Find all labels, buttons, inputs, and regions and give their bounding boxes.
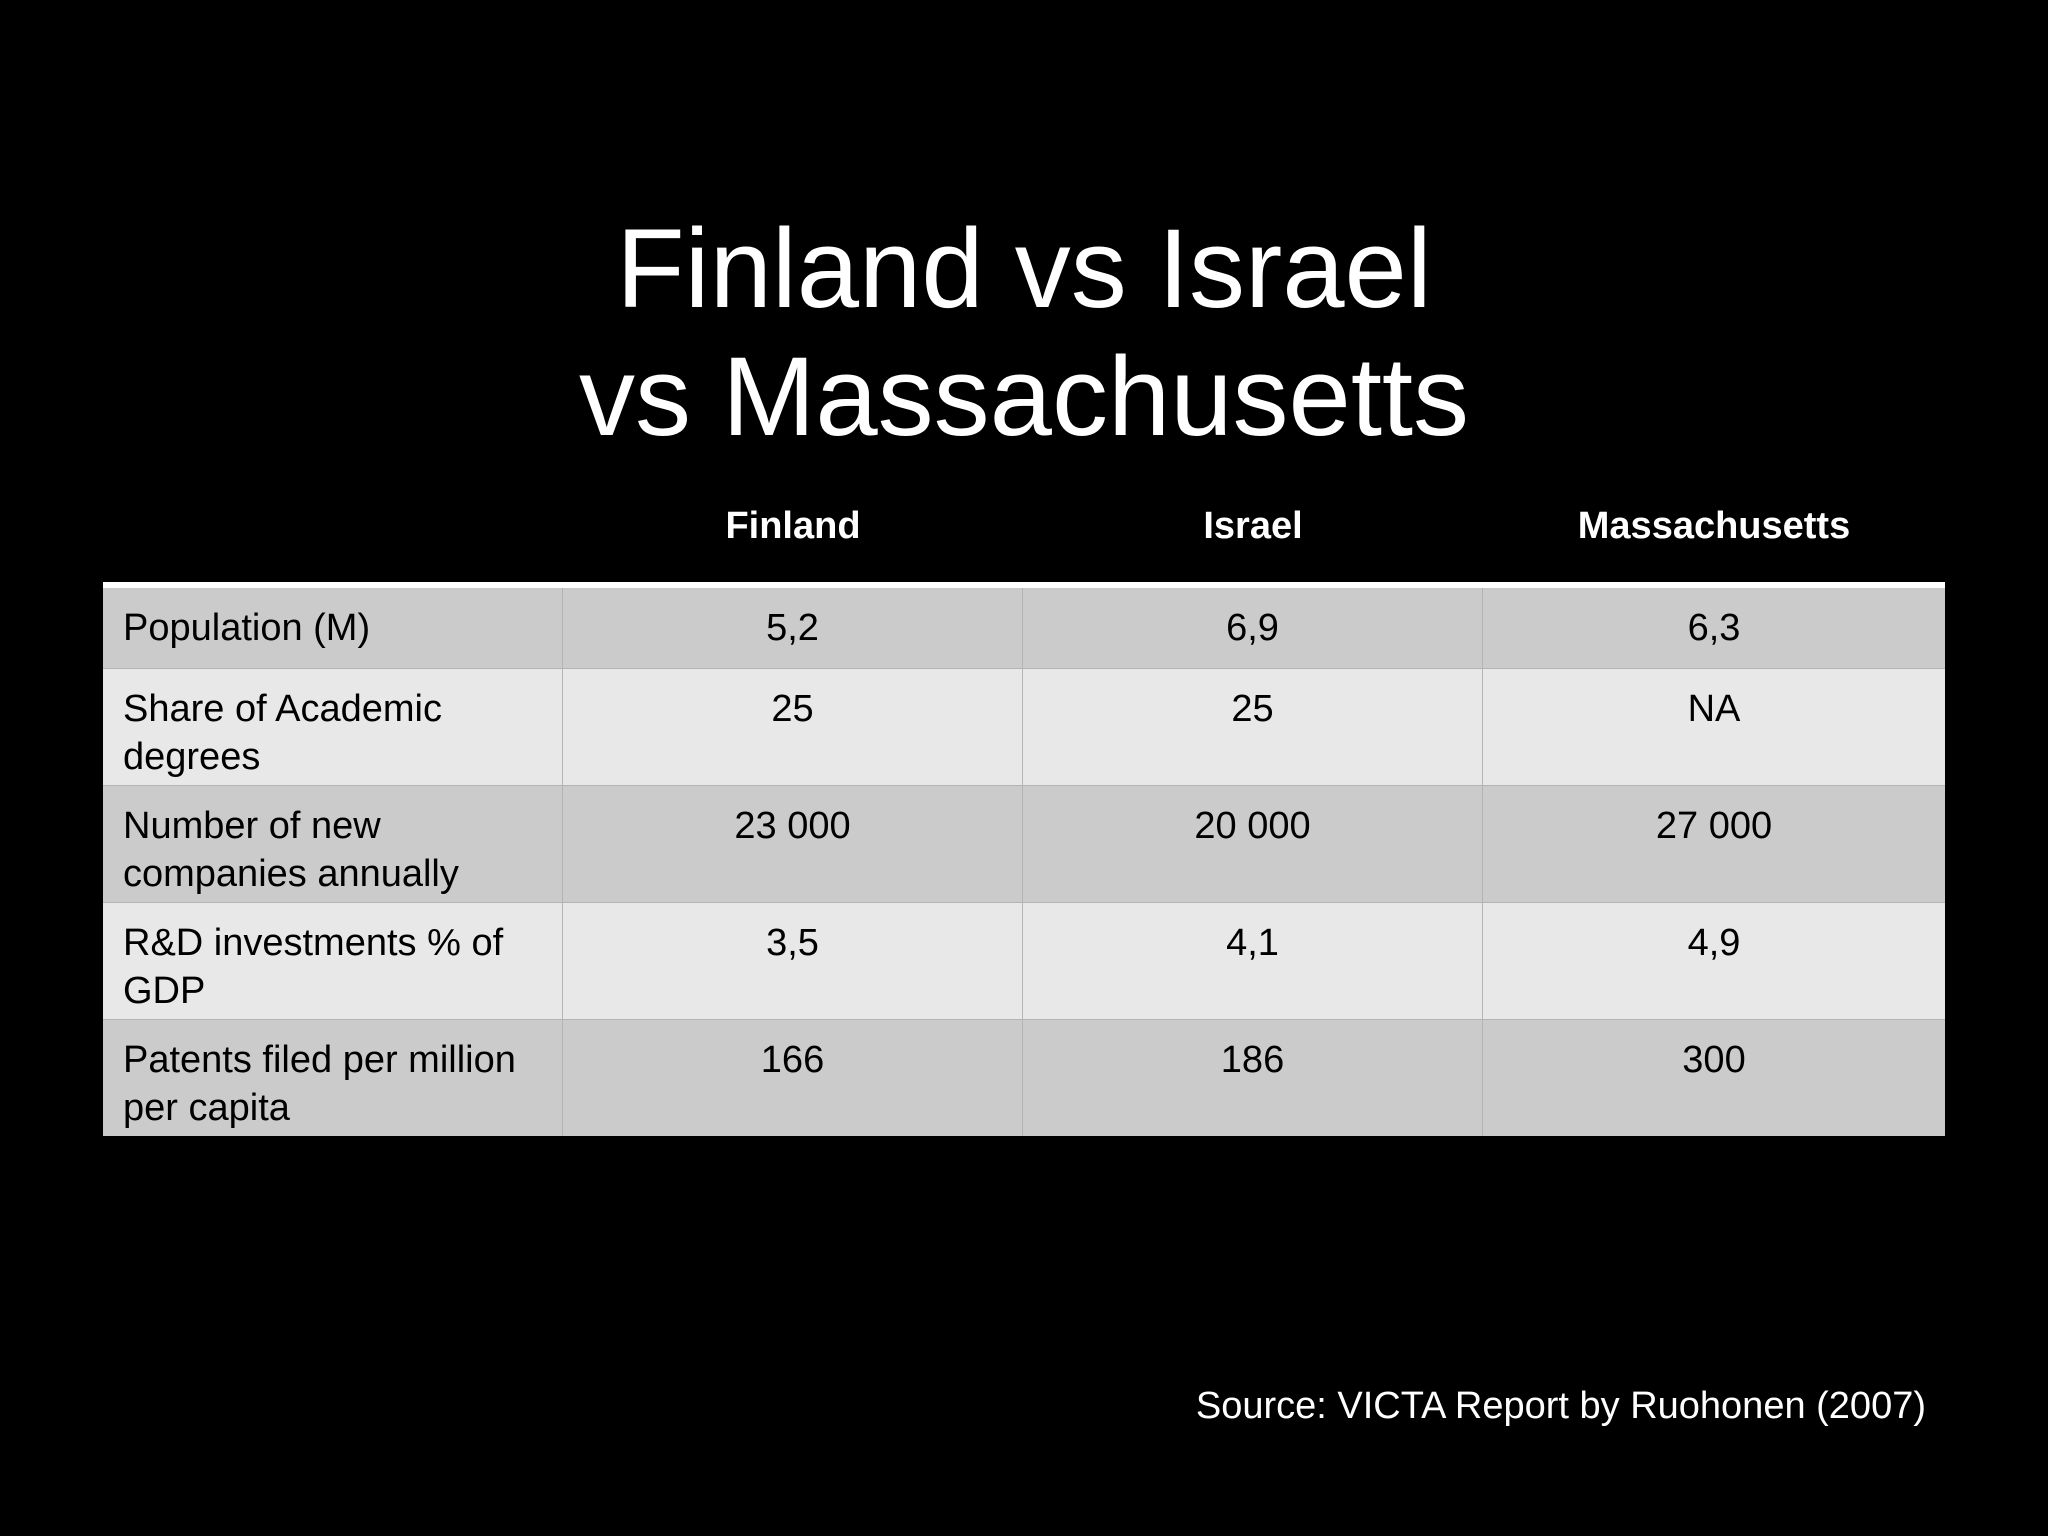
row-label: Share of Academic degrees [103,669,563,785]
cell-israel: 186 [1023,1020,1483,1136]
title-line-2: vs Massachusetts [578,334,1470,459]
cell-finland: 3,5 [563,903,1023,1019]
column-header-finland: Finland [725,505,861,547]
slide-title: Finland vs Israel vs Massachusetts [0,205,2048,461]
column-header-israel: Israel [1203,505,1303,547]
title-line-1: Finland vs Israel [616,206,1432,331]
comparison-table: Population (M) 5,2 6,9 6,3 Share of Acad… [103,582,1945,1136]
column-header-massachusetts: Massachusetts [1577,505,1851,547]
cell-israel: 6,9 [1023,588,1483,668]
cell-finland: 23 000 [563,786,1023,902]
cell-finland: 5,2 [563,588,1023,668]
cell-finland: 25 [563,669,1023,785]
table-row: Population (M) 5,2 6,9 6,3 [103,588,1945,669]
row-label: Population (M) [103,588,563,668]
row-label: Patents filed per million per capita [103,1020,563,1136]
cell-israel: 20 000 [1023,786,1483,902]
cell-finland: 166 [563,1020,1023,1136]
cell-massachusetts: 300 [1682,1039,1746,1081]
cell-massachusetts: NA [1687,688,1741,730]
cell-massachusetts: 27 000 [1655,805,1773,847]
cell-israel: 4,1 [1023,903,1483,1019]
table-row: R&D investments % of GDP 3,5 4,1 4,9 [103,903,1945,1020]
row-label: R&D investments % of GDP [103,903,563,1019]
row-label: Number of new companies annually [103,786,563,902]
cell-massachusetts: 4,9 [1687,922,1741,964]
table-row: Patents filed per million per capita 166… [103,1020,1945,1136]
source-citation: Source: VICTA Report by Ruohonen (2007) [1195,1385,1926,1427]
table-row: Share of Academic degrees 25 25 NA [103,669,1945,786]
cell-israel: 25 [1023,669,1483,785]
table-row: Number of new companies annually 23 000 … [103,786,1945,903]
cell-massachusetts: 6,3 [1687,607,1741,649]
